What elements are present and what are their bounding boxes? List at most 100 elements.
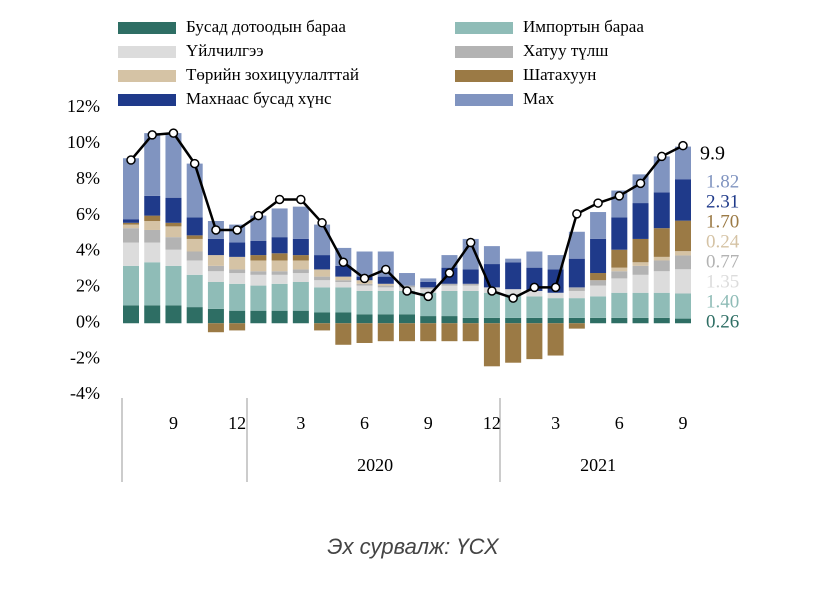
line-marker bbox=[614, 191, 625, 201]
bar-segment bbox=[314, 269, 331, 277]
x-tick-label: 9 bbox=[679, 413, 688, 433]
bar-segment bbox=[165, 222, 182, 227]
line-marker bbox=[444, 268, 455, 278]
bar-segment bbox=[314, 280, 331, 288]
bar-segment bbox=[229, 283, 246, 311]
bar-segment bbox=[356, 251, 373, 277]
bar-segment bbox=[356, 323, 373, 343]
legend-swatch bbox=[455, 70, 513, 82]
bar-segment bbox=[526, 323, 543, 360]
line-marker bbox=[168, 128, 179, 138]
line-marker bbox=[381, 264, 391, 275]
bar-segment bbox=[271, 260, 288, 272]
bar-segment bbox=[632, 262, 649, 266]
bar-segment bbox=[377, 283, 394, 286]
bar-segment bbox=[250, 274, 267, 286]
bar-segment bbox=[420, 316, 437, 324]
bar-segment bbox=[229, 310, 246, 324]
bar-segment bbox=[590, 296, 607, 318]
bar-segment bbox=[123, 305, 139, 324]
bar-segment bbox=[314, 224, 331, 256]
bar-segment bbox=[675, 293, 691, 319]
legend-swatch bbox=[118, 94, 176, 106]
bar-segment bbox=[144, 221, 161, 230]
bar-segment bbox=[675, 220, 691, 252]
bar-segment bbox=[165, 249, 182, 266]
line-marker bbox=[359, 273, 370, 284]
legend-swatch bbox=[118, 46, 176, 58]
bar-segment bbox=[314, 287, 331, 313]
line-marker bbox=[274, 194, 285, 205]
bar-segment bbox=[207, 323, 224, 333]
bar-segment bbox=[271, 310, 288, 324]
bar-segment bbox=[568, 287, 585, 291]
bar-segment bbox=[441, 255, 458, 268]
bar-segment bbox=[165, 265, 182, 306]
line-marker bbox=[593, 198, 603, 208]
end-label: 0.26 bbox=[706, 311, 739, 332]
bar-segment bbox=[526, 290, 543, 297]
bar-segment bbox=[207, 271, 224, 282]
bar-segment bbox=[271, 274, 288, 284]
bar-segment bbox=[462, 283, 479, 286]
bar-segment bbox=[420, 287, 437, 290]
x-group-label: 2020 bbox=[357, 455, 393, 475]
bar-segment bbox=[568, 290, 585, 299]
line-marker bbox=[572, 209, 582, 219]
bar-segment bbox=[377, 276, 394, 284]
bar-segment bbox=[250, 285, 267, 311]
bar-segment bbox=[144, 262, 161, 306]
source: Эх сурвалж: ҮСХ bbox=[327, 534, 500, 559]
end-label: 0.77 bbox=[706, 251, 739, 272]
bar-segment bbox=[165, 237, 182, 250]
bar-segment bbox=[186, 163, 203, 218]
bar-segment bbox=[165, 305, 182, 324]
bar-segment bbox=[144, 195, 161, 216]
bar-segment bbox=[335, 323, 352, 345]
bar-segment bbox=[441, 290, 458, 317]
bar-segment bbox=[568, 258, 585, 288]
bar-segment bbox=[186, 260, 203, 275]
bar-segment bbox=[207, 238, 224, 256]
bar-segment bbox=[207, 308, 224, 324]
bar-segment bbox=[186, 307, 203, 324]
y-tick-label: -4% bbox=[70, 383, 100, 403]
bar-segment bbox=[271, 253, 288, 261]
line-marker bbox=[232, 225, 242, 235]
bar-segment bbox=[123, 222, 139, 225]
bar-segment bbox=[165, 226, 182, 238]
bar-segment bbox=[314, 276, 331, 281]
bar-segment bbox=[335, 265, 352, 277]
bar-segment bbox=[547, 292, 564, 299]
bar-segment bbox=[314, 312, 331, 324]
bar-segment bbox=[568, 317, 585, 324]
bar-segment bbox=[420, 278, 437, 282]
line-marker bbox=[529, 282, 540, 293]
bar-segment bbox=[462, 317, 479, 324]
bar-segment bbox=[377, 285, 394, 288]
line-marker bbox=[423, 291, 433, 302]
bar-segment bbox=[590, 285, 607, 297]
bar-segment bbox=[653, 260, 670, 272]
bar-segment bbox=[377, 287, 394, 291]
line-marker bbox=[338, 257, 349, 268]
bar-segment bbox=[292, 310, 309, 324]
bar-segment bbox=[483, 317, 500, 324]
bar-segment bbox=[441, 285, 458, 291]
bar-segment bbox=[123, 158, 139, 220]
bar-segment bbox=[441, 283, 458, 286]
x-tick-label: 12 bbox=[483, 413, 501, 433]
line-marker bbox=[635, 178, 646, 189]
line-marker bbox=[147, 130, 157, 140]
bar-segment bbox=[229, 256, 246, 270]
legend-label: Махнаас бусад хүнс bbox=[186, 89, 332, 108]
bar-segment bbox=[229, 269, 246, 274]
bar-segment bbox=[590, 280, 607, 286]
x-tick-label: 9 bbox=[424, 413, 433, 433]
bar-segment bbox=[250, 271, 267, 275]
bar-segment bbox=[462, 269, 479, 284]
bar-segment bbox=[292, 273, 309, 282]
bar-segment bbox=[632, 238, 649, 263]
bar-segment bbox=[250, 310, 267, 324]
